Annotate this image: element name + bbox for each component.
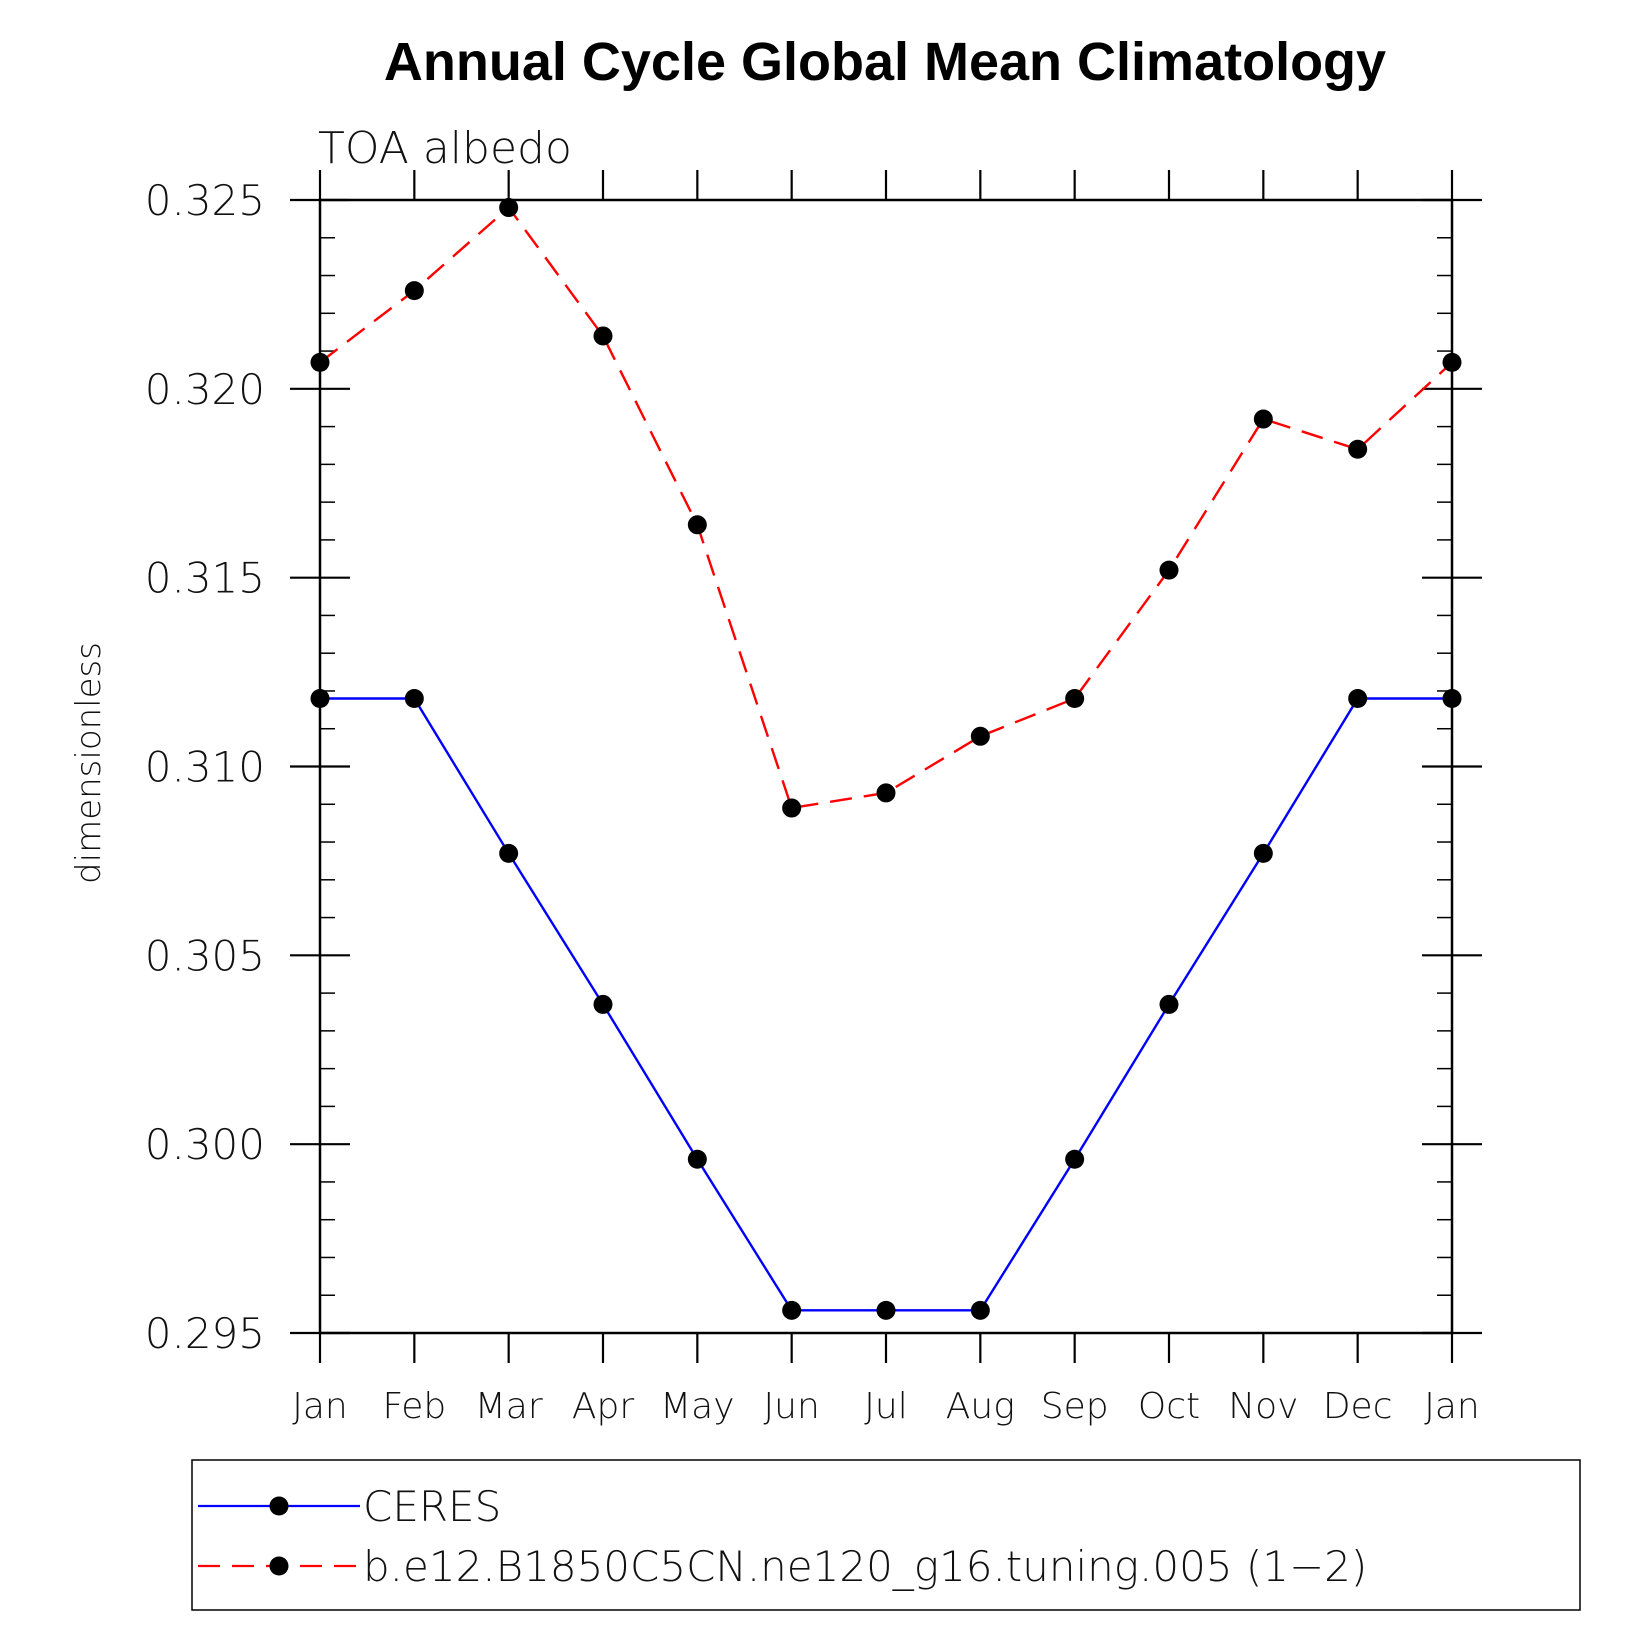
data-point-model (404, 281, 424, 301)
x-tick-label: Aug (946, 1386, 1015, 1427)
x-tick-label: Mar (475, 1386, 543, 1427)
y-tick-label: 0.310 (145, 743, 265, 792)
data-point-ceres (687, 1149, 707, 1169)
plot-frame (318, 198, 1454, 1335)
y-tick-label: 0.315 (145, 554, 265, 603)
x-tick-label: Jan (292, 1386, 348, 1427)
y-tick-label: 0.325 (145, 176, 265, 225)
data-point-model (1159, 560, 1179, 580)
data-point-ceres (404, 689, 424, 709)
data-point-ceres (876, 1300, 896, 1320)
y-tick-label: 0.300 (145, 1120, 265, 1169)
legend-marker-model (269, 1556, 289, 1576)
data-point-ceres (1253, 843, 1273, 863)
x-tick-label: Feb (382, 1386, 446, 1427)
series-lines (319, 205, 1453, 1312)
data-point-ceres (499, 843, 519, 863)
data-point-model (593, 326, 613, 346)
data-point-ceres (1065, 1149, 1085, 1169)
legend: CERES b.e12.B1850C5CN.ne120_g16.tuning.0… (191, 1459, 1581, 1611)
data-point-ceres (1159, 994, 1179, 1014)
data-point-model (687, 515, 707, 535)
data-point-model (782, 798, 802, 818)
data-point-ceres (593, 994, 613, 1014)
data-point-model (499, 198, 519, 218)
data-point-ceres (1348, 689, 1368, 709)
data-point-ceres (970, 1300, 990, 1320)
x-tick-label: Oct (1138, 1386, 1200, 1427)
x-tick-label: Sep (1041, 1386, 1109, 1427)
data-point-model (970, 726, 990, 746)
y-tick-label: 0.295 (145, 1309, 265, 1358)
x-tick-label: Jan (1424, 1386, 1480, 1427)
x-tick-label: Nov (1228, 1386, 1298, 1427)
data-point-model (876, 783, 896, 803)
legend-marker-ceres (269, 1496, 289, 1516)
legend-label-model: b.e12.B1850C5CN.ne120_g16.tuning.005 (1−… (363, 1542, 1367, 1591)
chart-title: Annual Cycle Global Mean Climatology (384, 32, 1386, 92)
y-tick-label: 0.320 (145, 365, 265, 414)
x-tick-label: Jul (864, 1386, 907, 1427)
y-tick-labels: 0.295 0.300 0.305 0.310 0.315 0.320 0.325 (145, 176, 265, 1358)
data-point-ceres (782, 1300, 802, 1320)
data-points (310, 198, 1462, 1320)
data-point-model (1253, 409, 1273, 429)
data-point-model (1065, 689, 1085, 709)
x-tick-labels: Jan Feb Mar Apr May Jun Jul Aug Sep Oct Nov Dec Jan (292, 1386, 1480, 1427)
x-tick-label: Dec (1323, 1386, 1393, 1427)
legend-box (191, 1459, 1581, 1611)
legend-label-ceres: CERES (363, 1482, 501, 1531)
x-tick-label: Jun (764, 1386, 820, 1427)
axis-ticks (290, 170, 1482, 1363)
y-tick-label: 0.305 (145, 931, 265, 980)
chart-subtitle: TOA albedo (318, 123, 572, 174)
x-tick-label: Apr (572, 1386, 634, 1427)
y-axis-label: dimensionless (69, 642, 109, 884)
x-tick-label: May (660, 1386, 734, 1427)
data-point-model (1348, 439, 1368, 459)
series-line-model (319, 205, 1453, 810)
